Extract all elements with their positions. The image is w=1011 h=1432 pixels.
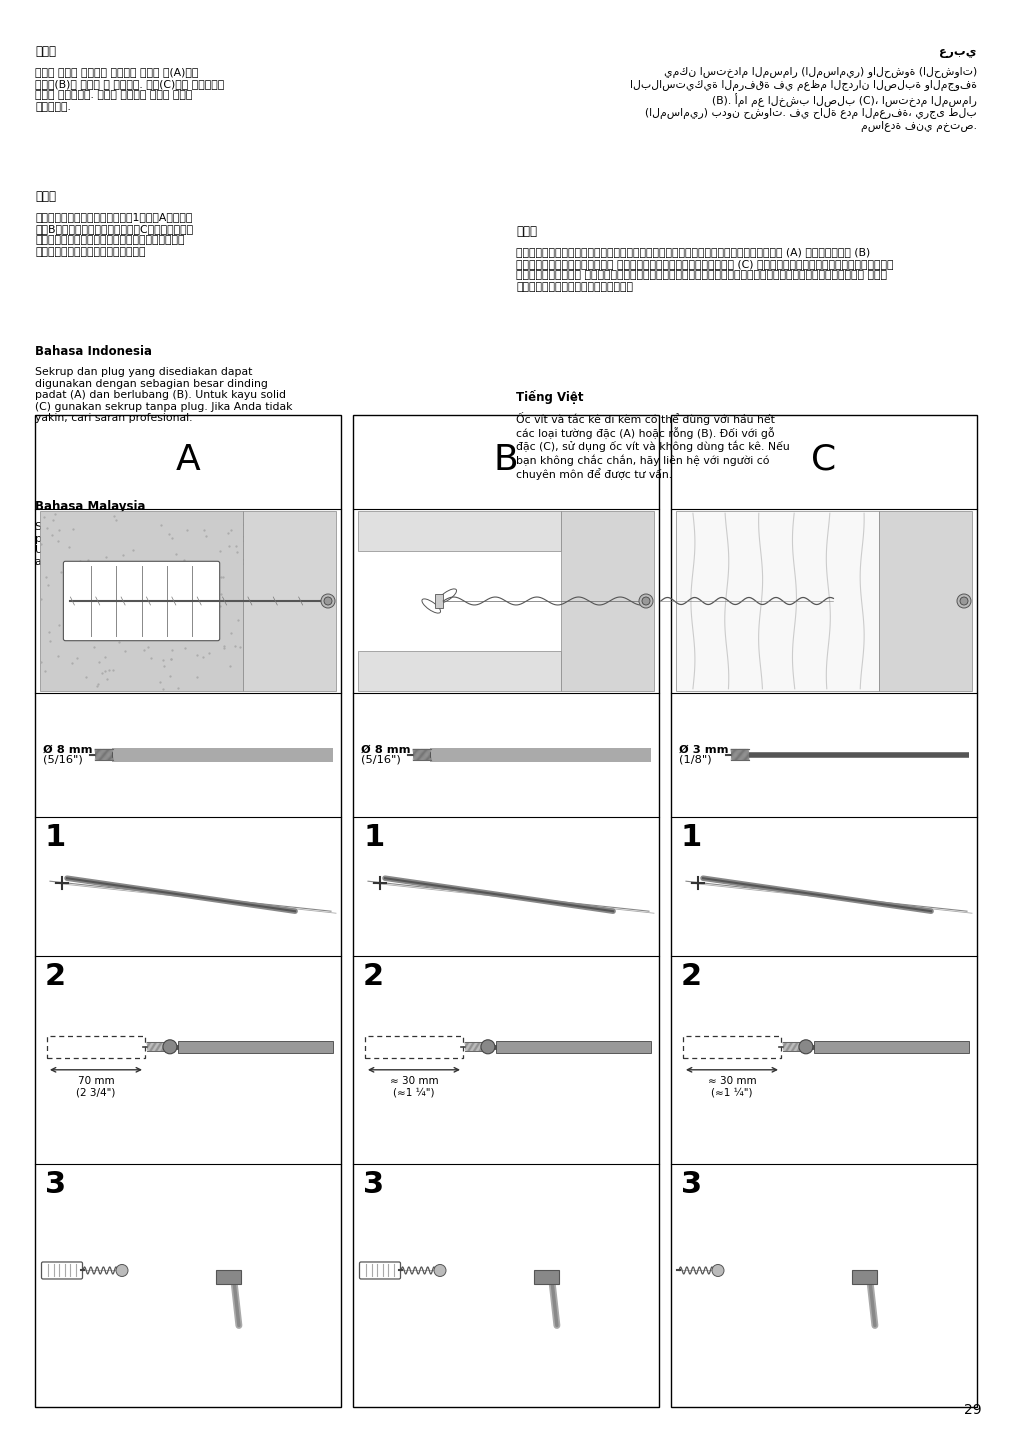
Text: 2: 2 [363, 962, 384, 991]
FancyBboxPatch shape [41, 1262, 83, 1279]
Text: (2 3/4"): (2 3/4") [76, 1088, 115, 1098]
Text: 1: 1 [44, 823, 66, 852]
Ellipse shape [422, 599, 440, 613]
Text: Ø 8 mm: Ø 8 mm [361, 745, 410, 755]
Bar [670, 415, 976, 1408]
Text: ≈ 30 mm: ≈ 30 mm [389, 1075, 438, 1085]
FancyBboxPatch shape [64, 561, 219, 640]
Bar [365, 1035, 462, 1058]
Bar [178, 1041, 333, 1053]
Text: (5/16"): (5/16") [361, 755, 400, 765]
Text: Ø 3 mm: Ø 3 mm [678, 745, 728, 755]
Polygon shape [412, 749, 431, 760]
Text: C: C [811, 442, 836, 477]
Circle shape [641, 597, 649, 604]
Text: 70 mm: 70 mm [78, 1075, 114, 1085]
Text: ไทย: ไทย [516, 225, 537, 238]
Text: 2: 2 [44, 962, 66, 991]
Text: Ốc vít và tắc kê đi kèm có thể dùng với hầu hết
các loại tường đặc (A) hoặc rỗng: Ốc vít và tắc kê đi kèm có thể dùng với … [516, 412, 789, 480]
Circle shape [480, 1040, 494, 1054]
Circle shape [712, 1264, 723, 1276]
Text: 3: 3 [680, 1170, 702, 1199]
Text: 한국어: 한국어 [35, 44, 56, 59]
Text: สกรูและพุกที่ให้มาสามารถใช้กับผนังที่แข็ง (A) และกลวง (B)
ได้เป็นส่วนใหญ่ สำหรับ: สกรูและพุกที่ให้มาสามารถใช้กับผนังที่แข็… [516, 246, 893, 292]
Circle shape [324, 597, 332, 604]
Circle shape [320, 594, 335, 609]
Text: 29: 29 [963, 1403, 981, 1418]
Circle shape [638, 594, 652, 609]
Text: (≈1 ¼"): (≈1 ¼") [393, 1088, 435, 1098]
Text: 2: 2 [680, 962, 702, 991]
Text: Ø 8 mm: Ø 8 mm [42, 745, 92, 755]
Bar [879, 511, 971, 690]
Text: Skru dan palam yang dibekalkan boleh digunakan
pada kebanyakan dinding padat dan: Skru dan palam yang dibekalkan boleh dig… [35, 523, 308, 567]
Polygon shape [730, 749, 748, 760]
Text: Bahasa Malaysia: Bahasa Malaysia [35, 500, 146, 513]
Text: ≈ 30 mm: ≈ 30 mm [707, 1075, 755, 1085]
Bar [358, 652, 560, 690]
Bar [675, 511, 879, 690]
Circle shape [798, 1040, 812, 1054]
FancyBboxPatch shape [359, 1262, 400, 1279]
Circle shape [959, 597, 968, 604]
Bar [243, 511, 336, 690]
Text: (5/16"): (5/16") [42, 755, 83, 765]
Bar [353, 415, 658, 1408]
Text: Sekrup dan plug yang disediakan dapat
digunakan dengan sebagian besar dinding
pa: Sekrup dan plug yang disediakan dapat di… [35, 367, 292, 424]
Bar [851, 1270, 877, 1285]
Text: Bahasa Indonesia: Bahasa Indonesia [35, 345, 152, 358]
Bar [682, 1035, 780, 1058]
Circle shape [956, 594, 970, 609]
Text: (1/8"): (1/8") [678, 755, 711, 765]
Text: 付属のネジとプラグはほとんどの1枚壁（A）や中空
壁（B）に使用できます。無垂材（C）にはプラグな
しネジをお使いください。取り付けに適したネジに
関しては、専: 付属のネジとプラグはほとんどの1枚壁（A）や中空 壁（B）に使用できます。無垂材… [35, 212, 193, 256]
Text: 3: 3 [44, 1170, 66, 1199]
Ellipse shape [438, 589, 456, 603]
Circle shape [163, 1040, 177, 1054]
Bar [495, 1041, 650, 1053]
Bar [47, 1035, 145, 1058]
Bar [534, 1270, 559, 1285]
Text: B: B [493, 442, 518, 477]
Bar [358, 511, 560, 551]
Text: (≈1 ¼"): (≈1 ¼") [711, 1088, 752, 1098]
Bar [216, 1270, 242, 1285]
Text: 3: 3 [363, 1170, 384, 1199]
Text: 1: 1 [363, 823, 384, 852]
Text: 日本語: 日本語 [35, 190, 56, 203]
Text: يمكن استخدام المسمار (المسامير) والحشوة (الحشوات)
البلاستيكية المرفقة في معظم ال: يمكن استخدام المسمار (المسامير) والحشوة … [630, 67, 976, 132]
Text: 제공된 나사와 플러그는 대부분의 단단한 뱱(A)이나
중공벽(B)에 사용할 수 있습니다. 원목(C)에는 플러그없이
나사만 사용하세요. 반드시 전문: 제공된 나사와 플러그는 대부분의 단단한 뱱(A)이나 중공벽(B)에 사용할… [35, 67, 224, 112]
Bar [112, 748, 333, 762]
Text: A: A [176, 442, 200, 477]
Circle shape [116, 1264, 127, 1276]
Bar [40, 511, 243, 690]
Text: 1: 1 [680, 823, 702, 852]
Text: عربي: عربي [938, 44, 976, 59]
Bar [560, 511, 653, 690]
Bar [35, 415, 341, 1408]
Circle shape [434, 1264, 446, 1276]
Text: Tiếng Việt: Tiếng Việt [516, 390, 583, 404]
Bar [813, 1041, 969, 1053]
Bar [430, 748, 650, 762]
Bar [435, 594, 443, 609]
Polygon shape [95, 749, 113, 760]
